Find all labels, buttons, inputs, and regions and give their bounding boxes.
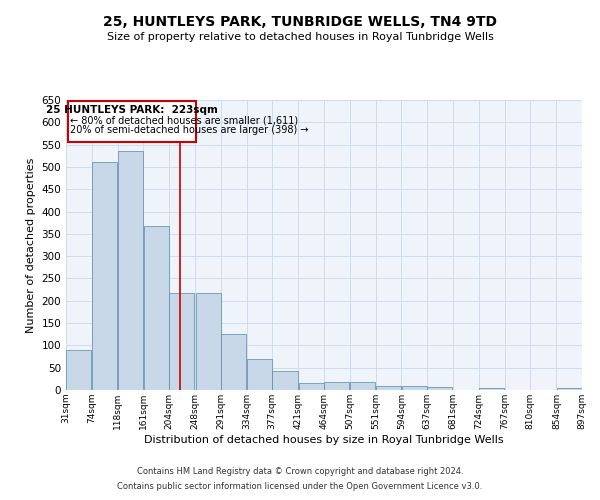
Text: 20% of semi-detached houses are larger (398) →: 20% of semi-detached houses are larger (…: [70, 124, 308, 134]
Bar: [169, 293, 194, 390]
Text: 25 HUNTLEYS PARK:  223sqm: 25 HUNTLEYS PARK: 223sqm: [46, 105, 218, 115]
Text: Size of property relative to detached houses in Royal Tunbridge Wells: Size of property relative to detached ho…: [107, 32, 493, 42]
Bar: [350, 382, 375, 390]
Bar: [221, 334, 247, 390]
Bar: [401, 386, 427, 390]
Bar: [68, 102, 196, 142]
Y-axis label: Number of detached properties: Number of detached properties: [26, 158, 36, 332]
Bar: [92, 162, 117, 390]
Bar: [118, 152, 143, 390]
Bar: [143, 226, 169, 390]
Bar: [196, 292, 221, 390]
Text: Contains public sector information licensed under the Open Government Licence v3: Contains public sector information licen…: [118, 482, 482, 491]
Bar: [247, 359, 272, 390]
Bar: [557, 388, 582, 390]
Text: ← 80% of detached houses are smaller (1,611): ← 80% of detached houses are smaller (1,…: [70, 116, 298, 126]
Bar: [324, 382, 349, 390]
Bar: [376, 386, 401, 390]
Bar: [66, 350, 91, 390]
Text: 25, HUNTLEYS PARK, TUNBRIDGE WELLS, TN4 9TD: 25, HUNTLEYS PARK, TUNBRIDGE WELLS, TN4 …: [103, 15, 497, 29]
Text: Contains HM Land Registry data © Crown copyright and database right 2024.: Contains HM Land Registry data © Crown c…: [137, 467, 463, 476]
Bar: [272, 372, 298, 390]
Bar: [427, 388, 452, 390]
Bar: [479, 388, 505, 390]
X-axis label: Distribution of detached houses by size in Royal Tunbridge Wells: Distribution of detached houses by size …: [144, 434, 504, 444]
Bar: [299, 383, 324, 390]
